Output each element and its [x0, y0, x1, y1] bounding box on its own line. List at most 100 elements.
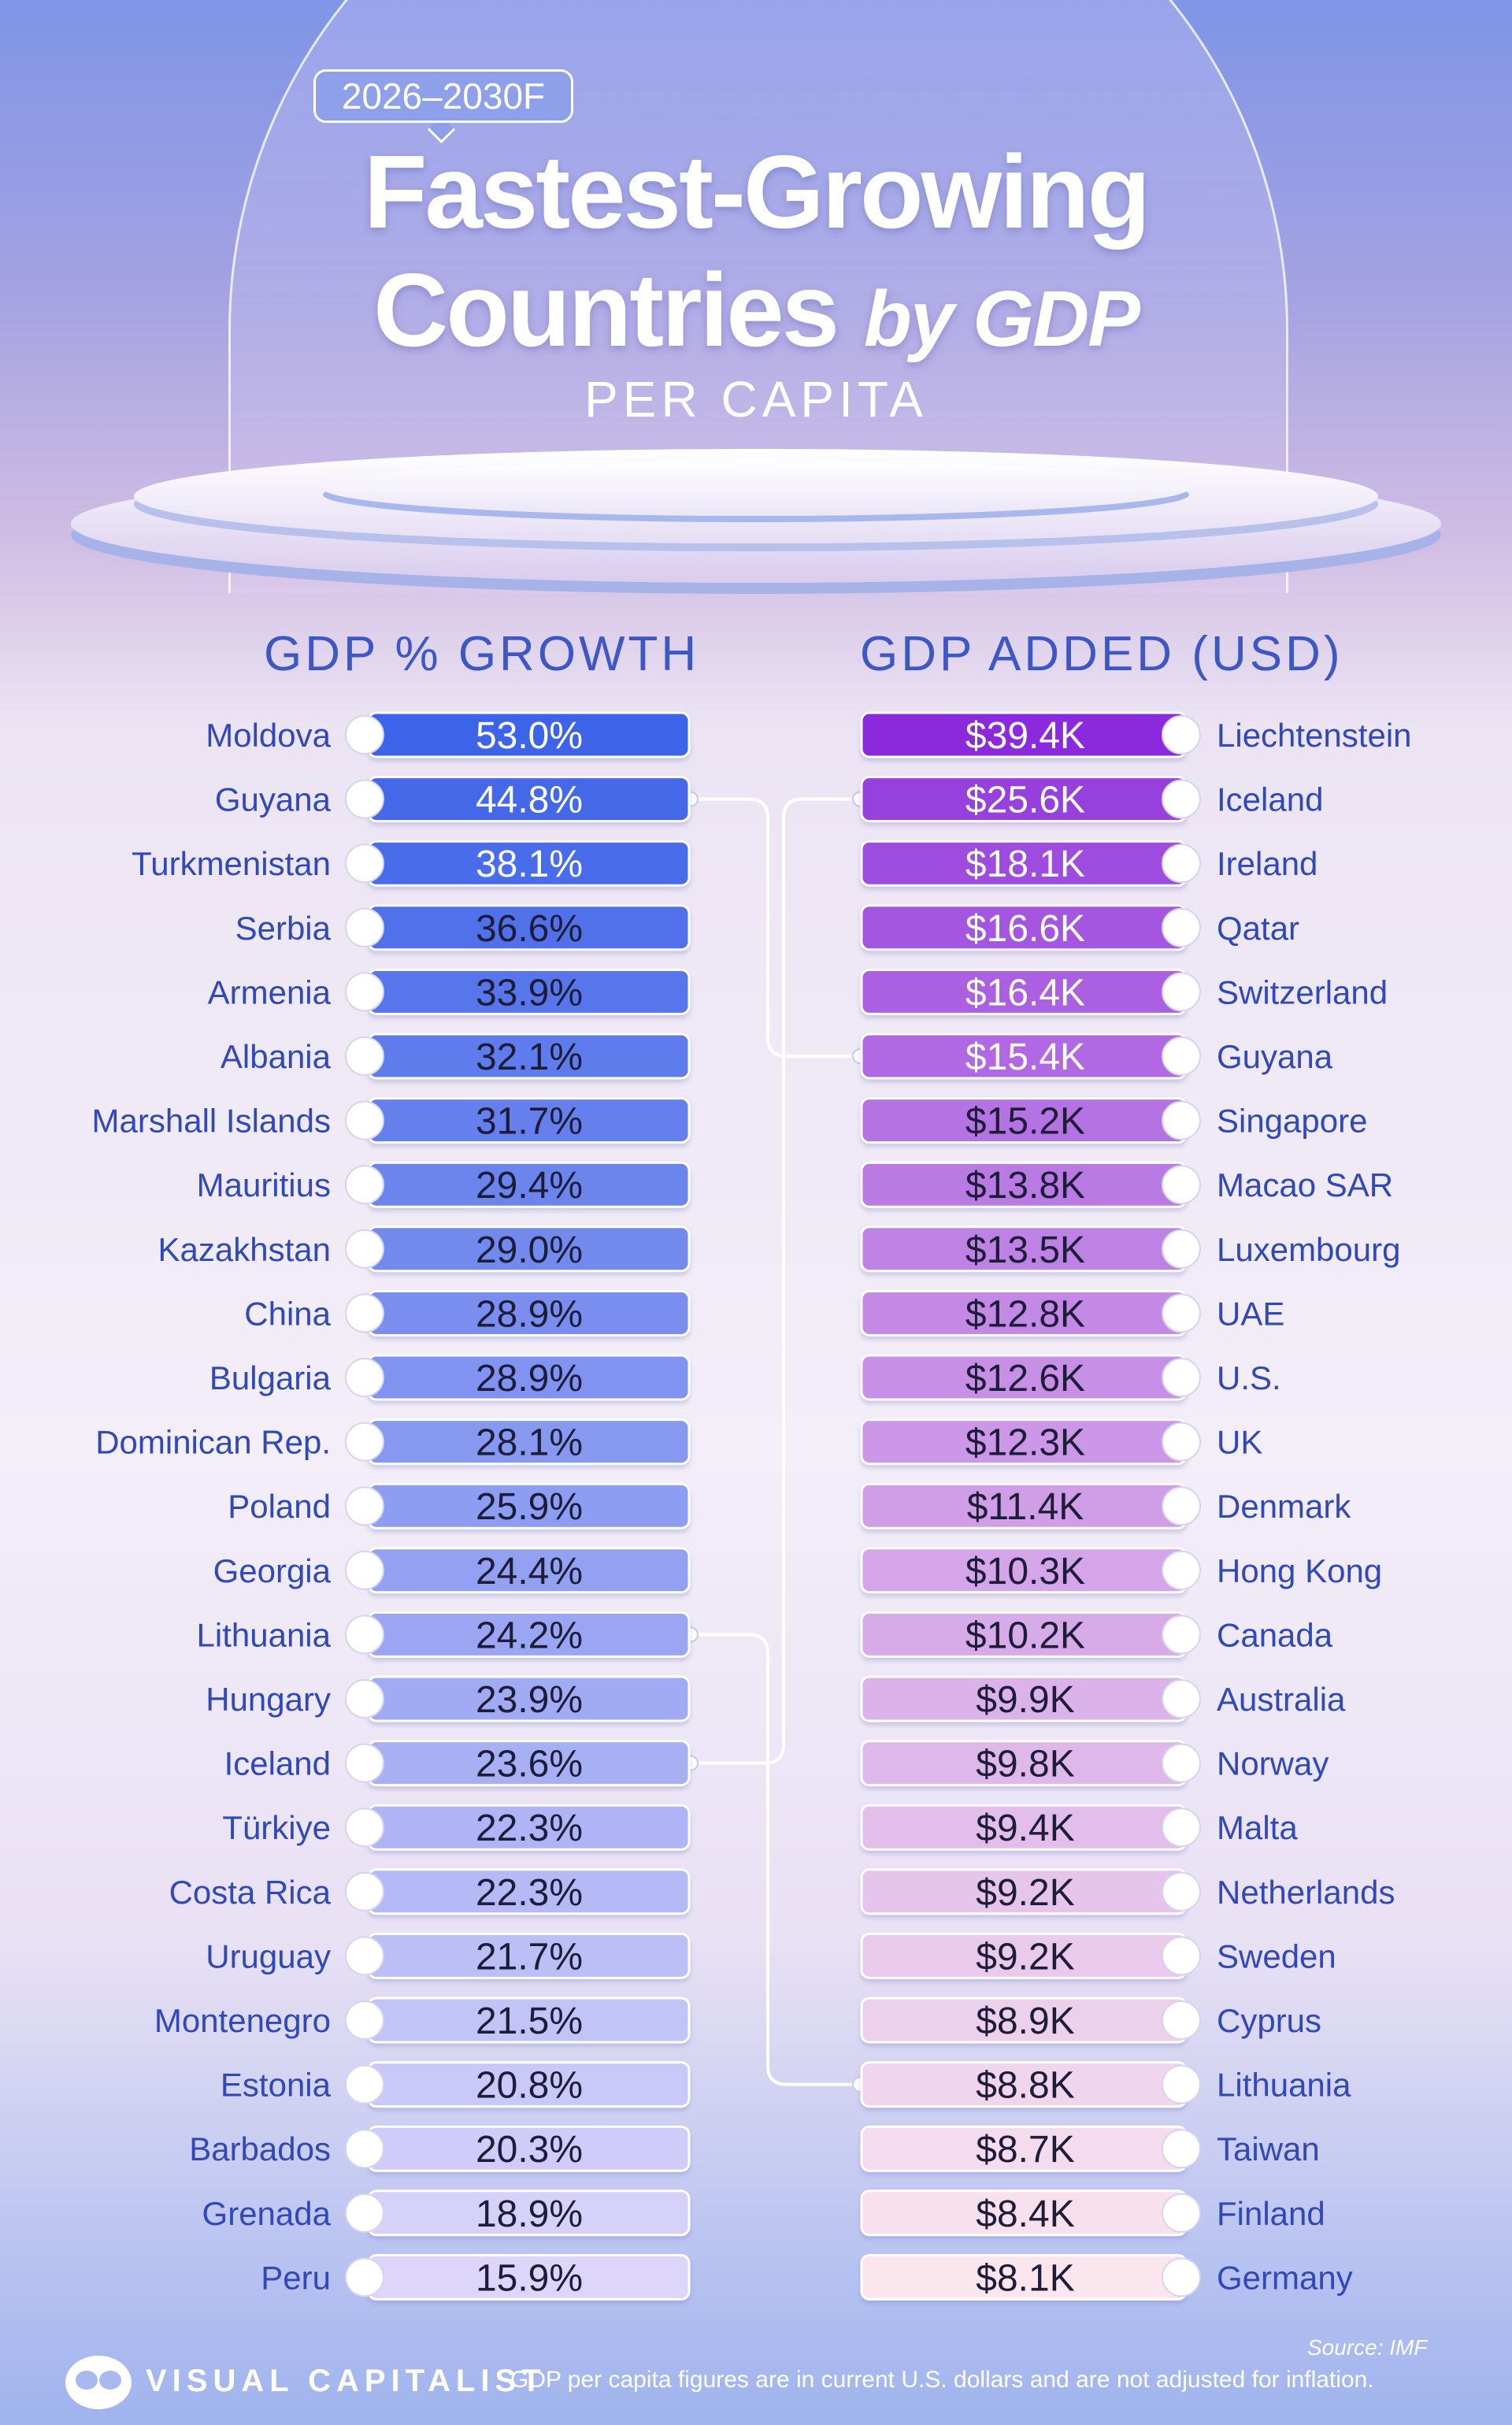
growth-country-hungary: Hungary — [206, 1681, 331, 1718]
gdp-value-norway: $9.8K — [976, 1744, 1074, 1785]
gdp-value-lithuania: $8.8K — [976, 2065, 1074, 2107]
gdp-country-hong-kong: Hong Kong — [1217, 1552, 1382, 1589]
growth-value-dominican-rep: 28.1% — [476, 1422, 583, 1464]
gdp-country-australia: Australia — [1217, 1681, 1346, 1718]
flag-icon-uk — [1162, 1422, 1201, 1462]
gdp-value-qatar: $16.6K — [965, 908, 1085, 950]
flag-icon-liechtenstein — [1162, 715, 1201, 755]
growth-value-kazakhstan: 29.0% — [476, 1229, 583, 1271]
gdp-value-uk: $12.3K — [965, 1422, 1085, 1464]
growth-value-t-rkiye: 22.3% — [476, 1808, 583, 1849]
gdp-value-switzerland: $16.4K — [965, 972, 1085, 1014]
flag-icon-iceland — [1162, 779, 1201, 819]
growth-country-moldova: Moldova — [206, 717, 331, 754]
growth-value-peru: 15.9% — [476, 2257, 583, 2299]
growth-value-serbia: 36.6% — [476, 908, 583, 950]
gdp-country-guyana: Guyana — [1217, 1038, 1333, 1075]
growth-value-montenegro: 21.5% — [476, 2000, 583, 2042]
growth-country-estonia: Estonia — [220, 2067, 332, 2104]
gdp-value-cyprus: $8.9K — [976, 2000, 1074, 2042]
growth-value-georgia: 24.4% — [476, 1551, 583, 1593]
flag-icon-guyana — [1162, 1036, 1201, 1076]
gdp-country-luxembourg: Luxembourg — [1217, 1231, 1400, 1268]
gdp-country-lithuania: Lithuania — [1217, 2067, 1351, 2104]
gdp-country-taiwan: Taiwan — [1217, 2130, 1320, 2167]
gdp-country-uae: UAE — [1217, 1295, 1284, 1332]
period-badge: 2026–2030F — [313, 69, 573, 123]
growth-country-dominican-rep: Dominican Rep. — [95, 1424, 331, 1461]
gdp-country-uk: UK — [1217, 1424, 1262, 1461]
growth-country-china: China — [244, 1295, 331, 1332]
growth-country-albania: Albania — [220, 1038, 332, 1075]
gdp-country-iceland: Iceland — [1217, 781, 1323, 818]
flag-icon-luxembourg — [1162, 1229, 1201, 1269]
gdp-value-singapore: $15.2K — [965, 1101, 1085, 1143]
growth-value-grenada: 18.9% — [476, 2193, 583, 2235]
growth-value-moldova: 53.0% — [476, 715, 583, 757]
gdp-country-cyprus: Cyprus — [1217, 2002, 1321, 2039]
growth-country-bulgaria: Bulgaria — [209, 1359, 332, 1396]
source-note: Source: IMF — [1307, 2335, 1428, 2360]
flag-icon-switzerland — [1162, 972, 1201, 1012]
flag-icon-t-rkiye — [345, 1808, 384, 1848]
growth-country-poland: Poland — [228, 1488, 331, 1525]
growth-column-title: GDP % GROWTH — [264, 627, 700, 681]
growth-value-lithuania: 24.2% — [476, 1615, 583, 1656]
flag-icon-barbados — [345, 2129, 384, 2169]
flag-icon-uae — [1162, 1293, 1201, 1333]
growth-country-barbados: Barbados — [189, 2130, 331, 2167]
flag-icon-moldova — [345, 715, 384, 755]
flag-icon-costa-rica — [345, 1871, 384, 1911]
gdp-value-australia: $9.9K — [976, 1679, 1074, 1721]
gdp-value-hong-kong: $10.3K — [965, 1551, 1085, 1593]
gdp-country-netherlands: Netherlands — [1217, 1874, 1395, 1911]
flag-icon-cyprus — [1162, 2000, 1201, 2040]
gdp-country-ireland: Ireland — [1217, 845, 1317, 882]
growth-value-armenia: 33.9% — [476, 972, 583, 1014]
flag-icon-turkmenistan — [345, 844, 384, 884]
title-by-gdp: by GDP — [863, 275, 1140, 363]
flag-icon-lithuania — [345, 1615, 384, 1655]
gdp-country-germany: Germany — [1217, 2259, 1353, 2296]
growth-country-lithuania: Lithuania — [197, 1616, 332, 1653]
growth-value-uruguay: 21.7% — [476, 1936, 583, 1978]
gdp-value-uae: $12.8K — [965, 1293, 1085, 1335]
flag-icon-u-s — [1162, 1358, 1201, 1397]
flag-icon-montenegro — [345, 2000, 384, 2040]
growth-value-poland: 25.9% — [476, 1486, 583, 1528]
flag-icon-georgia — [345, 1550, 384, 1590]
flag-icon-netherlands — [1162, 1871, 1201, 1911]
title-line-1: Fastest-Growing — [363, 134, 1151, 250]
gdp-country-canada: Canada — [1217, 1616, 1333, 1653]
growth-value-iceland: 23.6% — [476, 1744, 583, 1785]
growth-value-albania: 32.1% — [476, 1036, 583, 1078]
flag-icon-uruguay — [345, 1936, 384, 1976]
gdp-country-sweden: Sweden — [1217, 1937, 1336, 1974]
gdp-value-liechtenstein: $39.4K — [965, 715, 1085, 757]
flag-icon-peru — [345, 2257, 384, 2297]
growth-value-hungary: 23.9% — [476, 1679, 583, 1721]
growth-country-uruguay: Uruguay — [206, 1937, 331, 1974]
flag-icon-estonia — [345, 2064, 384, 2104]
gdp-value-germany: $8.1K — [976, 2257, 1074, 2299]
flag-icon-lithuania — [1162, 2064, 1201, 2104]
flag-icon-norway — [1162, 1743, 1201, 1783]
flag-icon-qatar — [1162, 907, 1201, 947]
gdp-value-denmark: $11.4K — [967, 1486, 1084, 1528]
growth-country-marshall-islands: Marshall Islands — [92, 1103, 331, 1140]
growth-country-guyana: Guyana — [215, 781, 332, 818]
gdp-country-denmark: Denmark — [1217, 1488, 1351, 1525]
flag-icon-germany — [1162, 2257, 1201, 2297]
growth-country-georgia: Georgia — [213, 1552, 332, 1589]
flag-icon-albania — [345, 1036, 384, 1076]
podium-top-disc — [323, 461, 1189, 516]
gdp-value-netherlands: $9.2K — [976, 1872, 1074, 1914]
growth-value-china: 28.9% — [476, 1293, 583, 1335]
flag-icon-iceland — [345, 1743, 384, 1783]
growth-country-turkmenistan: Turkmenistan — [132, 845, 331, 882]
flag-icon-singapore — [1162, 1100, 1201, 1140]
gdp-country-liechtenstein: Liechtenstein — [1217, 717, 1412, 754]
flag-icon-hong-kong — [1162, 1550, 1201, 1590]
footnote: GDP per capita figures are in current U.… — [510, 2367, 1374, 2393]
